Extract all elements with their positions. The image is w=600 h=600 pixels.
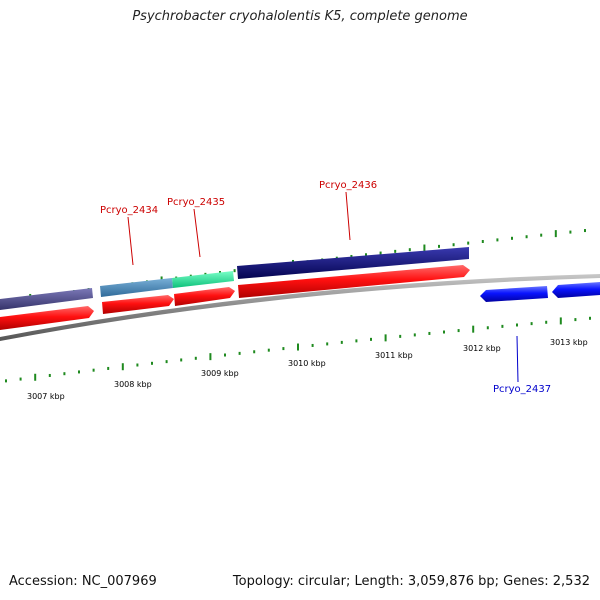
major-tick [34, 373, 37, 381]
gene-label[interactable]: Pcryo_2436 [319, 180, 377, 191]
minor-tick [365, 253, 367, 257]
minor-tick [574, 318, 577, 322]
cog-bar [0, 288, 93, 310]
minor-tick [530, 322, 533, 326]
minor-tick [340, 340, 343, 344]
scale-label: 3008 kbp [114, 380, 152, 389]
minor-tick [511, 236, 513, 240]
gene-label-leader [516, 335, 519, 383]
minor-tick [233, 269, 236, 273]
forward-cds-arrow[interactable] [102, 295, 174, 314]
minor-tick [379, 251, 382, 255]
scale-label: 3013 kbp [550, 338, 588, 347]
minor-tick [194, 356, 197, 360]
minor-tick [370, 337, 372, 341]
minor-tick [267, 348, 270, 352]
minor-tick [165, 360, 168, 364]
major-tick [121, 363, 124, 371]
major-tick [209, 353, 212, 361]
forward-cds-track [0, 265, 470, 330]
minor-tick [481, 239, 484, 243]
accession-text: Accession: NC_007969 [9, 574, 157, 589]
minor-tick [486, 326, 489, 330]
gene-label-leader [345, 191, 351, 241]
minor-tick [540, 233, 543, 237]
minor-tick [516, 323, 518, 327]
gene-label-leader [193, 208, 201, 258]
minor-tick [48, 373, 51, 377]
reverse-cds-arrow[interactable] [552, 282, 600, 298]
minor-tick [78, 370, 80, 374]
cog-bar [100, 278, 173, 297]
minor-tick [107, 366, 110, 370]
scale-label: 3010 kbp [288, 359, 326, 368]
minor-tick [584, 229, 586, 233]
minor-tick [92, 368, 95, 372]
minor-tick [19, 377, 22, 381]
minor-tick [413, 333, 416, 337]
forward-cds-arrow[interactable] [238, 265, 470, 298]
minor-tick [428, 331, 431, 335]
forward-cds-arrow[interactable] [0, 306, 94, 330]
gene-label[interactable]: Pcryo_2434 [100, 205, 158, 216]
minor-tick [326, 342, 329, 346]
minor-tick [63, 372, 66, 376]
major-tick [472, 325, 475, 333]
gene-label[interactable]: Pcryo_2437 [493, 384, 551, 395]
reverse-cds-arrow[interactable] [480, 286, 548, 302]
minor-tick [282, 347, 285, 351]
cog-bar [172, 271, 234, 288]
major-tick [554, 230, 557, 238]
scale-label: 3012 kbp [463, 344, 501, 353]
minor-tick [452, 243, 455, 247]
major-tick [384, 334, 387, 342]
map-title: Psychrobacter cryohalolentis K5, complet… [132, 9, 468, 24]
minor-tick [394, 249, 397, 253]
scale-label: 3011 kbp [375, 351, 413, 360]
minor-tick [180, 358, 183, 362]
major-tick [297, 343, 299, 351]
minor-tick [501, 324, 504, 328]
minor-tick [545, 320, 548, 324]
scale-label: 3009 kbp [201, 369, 239, 378]
minor-tick [438, 244, 440, 248]
minor-tick [457, 329, 460, 333]
minor-tick [525, 235, 528, 239]
minor-tick [224, 353, 226, 357]
minor-tick [136, 363, 139, 367]
gene-label-leader [127, 216, 134, 266]
scale-labels: 3007 kbp 3008 kbp 3009 kbp 3010 kbp 3011… [27, 338, 588, 401]
minor-tick [238, 351, 241, 355]
minor-tick [5, 379, 7, 383]
cog-track [0, 247, 469, 310]
minor-tick [253, 350, 256, 354]
reverse-cds-track [480, 282, 600, 302]
minor-tick [399, 334, 402, 338]
gene-labels: Pcryo_2434 Pcryo_2435 Pcryo_2436 Pcryo_2… [100, 180, 551, 395]
minor-tick [569, 230, 572, 234]
forward-cds-arrow[interactable] [174, 287, 235, 306]
cog-bar [237, 247, 469, 279]
minor-tick [408, 248, 411, 252]
minor-tick [151, 361, 153, 365]
minor-tick [311, 343, 314, 347]
minor-tick [443, 330, 445, 334]
scale-label: 3007 kbp [27, 392, 65, 401]
minor-tick [350, 254, 353, 258]
inner-tick-marks [5, 316, 591, 383]
major-tick [559, 317, 562, 325]
minor-tick [496, 238, 499, 242]
minor-tick [355, 339, 358, 343]
gene-label[interactable]: Pcryo_2435 [167, 197, 225, 208]
major-tick [423, 244, 426, 252]
minor-tick [467, 241, 470, 245]
minor-tick [589, 316, 591, 320]
genome-summary-text: Topology: circular; Length: 3,059,876 bp… [232, 574, 590, 589]
